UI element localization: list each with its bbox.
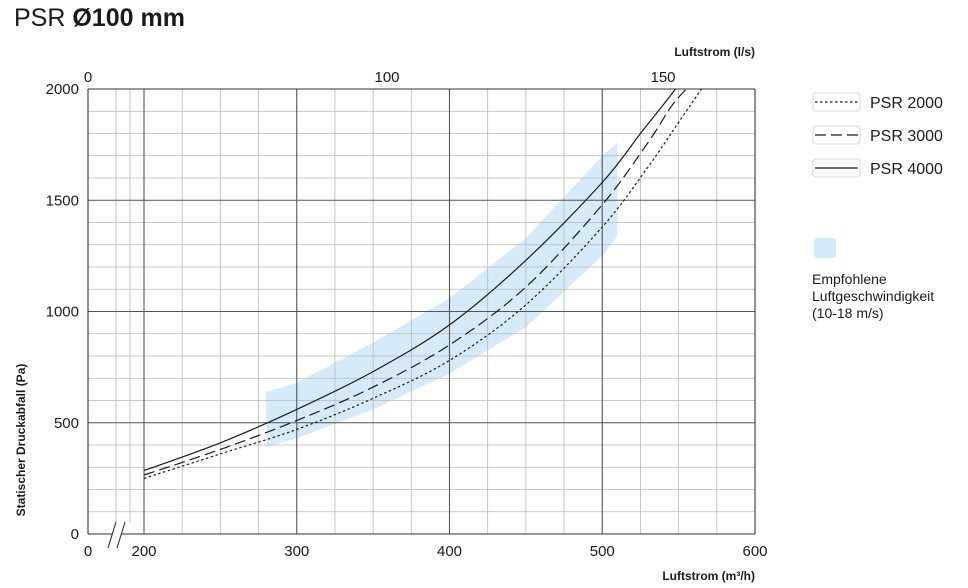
x-tick-label: 600	[742, 543, 767, 560]
y-tick-label: 1500	[46, 192, 79, 209]
legend-band-label: (10-18 m/s)	[812, 305, 884, 321]
x2-tick-label: 150	[650, 69, 675, 86]
legend-label: PSR 3000	[870, 128, 943, 145]
recommended-velocity-band	[266, 142, 618, 448]
legend-band-label: Empfohlene	[812, 271, 887, 287]
y-tick-label: 0	[71, 526, 79, 543]
x-tick-label: 300	[284, 543, 309, 560]
x2-tick-label: 0	[84, 69, 92, 86]
series-line-psr-2000	[143, 88, 702, 479]
y-tick-label: 2000	[46, 81, 79, 98]
axis-break-mark	[107, 521, 117, 549]
series-line-psr-4000	[143, 88, 677, 472]
legend-label: PSR 2000	[870, 95, 943, 112]
legend-label: PSR 4000	[870, 161, 943, 178]
title-main: Ø100 mm	[72, 4, 185, 32]
x2-tick-label: 100	[374, 69, 399, 86]
x-axis-label: Luftstrom (m³/h)	[662, 569, 755, 583]
y-axis-label: Statischer Druckabfall (Pa)	[14, 364, 28, 517]
x2-axis-label: Luftstrom (l/s)	[674, 45, 755, 59]
axis-break-mark	[116, 521, 126, 549]
x-tick-label: 500	[590, 543, 615, 560]
y-tick-label: 500	[54, 415, 79, 432]
y-tick-label: 1000	[46, 304, 79, 321]
title-prefix: PSR	[14, 4, 66, 32]
legend-band-label: Luftgeschwindigkeit	[812, 288, 934, 304]
x-tick-label: 0	[84, 543, 92, 560]
x-tick-label: 400	[437, 543, 462, 560]
series-line-psr-3000	[143, 88, 687, 476]
x-tick-label: 200	[131, 543, 156, 560]
chart-title: PSR Ø100 mm	[14, 3, 185, 33]
legend-band-swatch	[814, 238, 836, 258]
